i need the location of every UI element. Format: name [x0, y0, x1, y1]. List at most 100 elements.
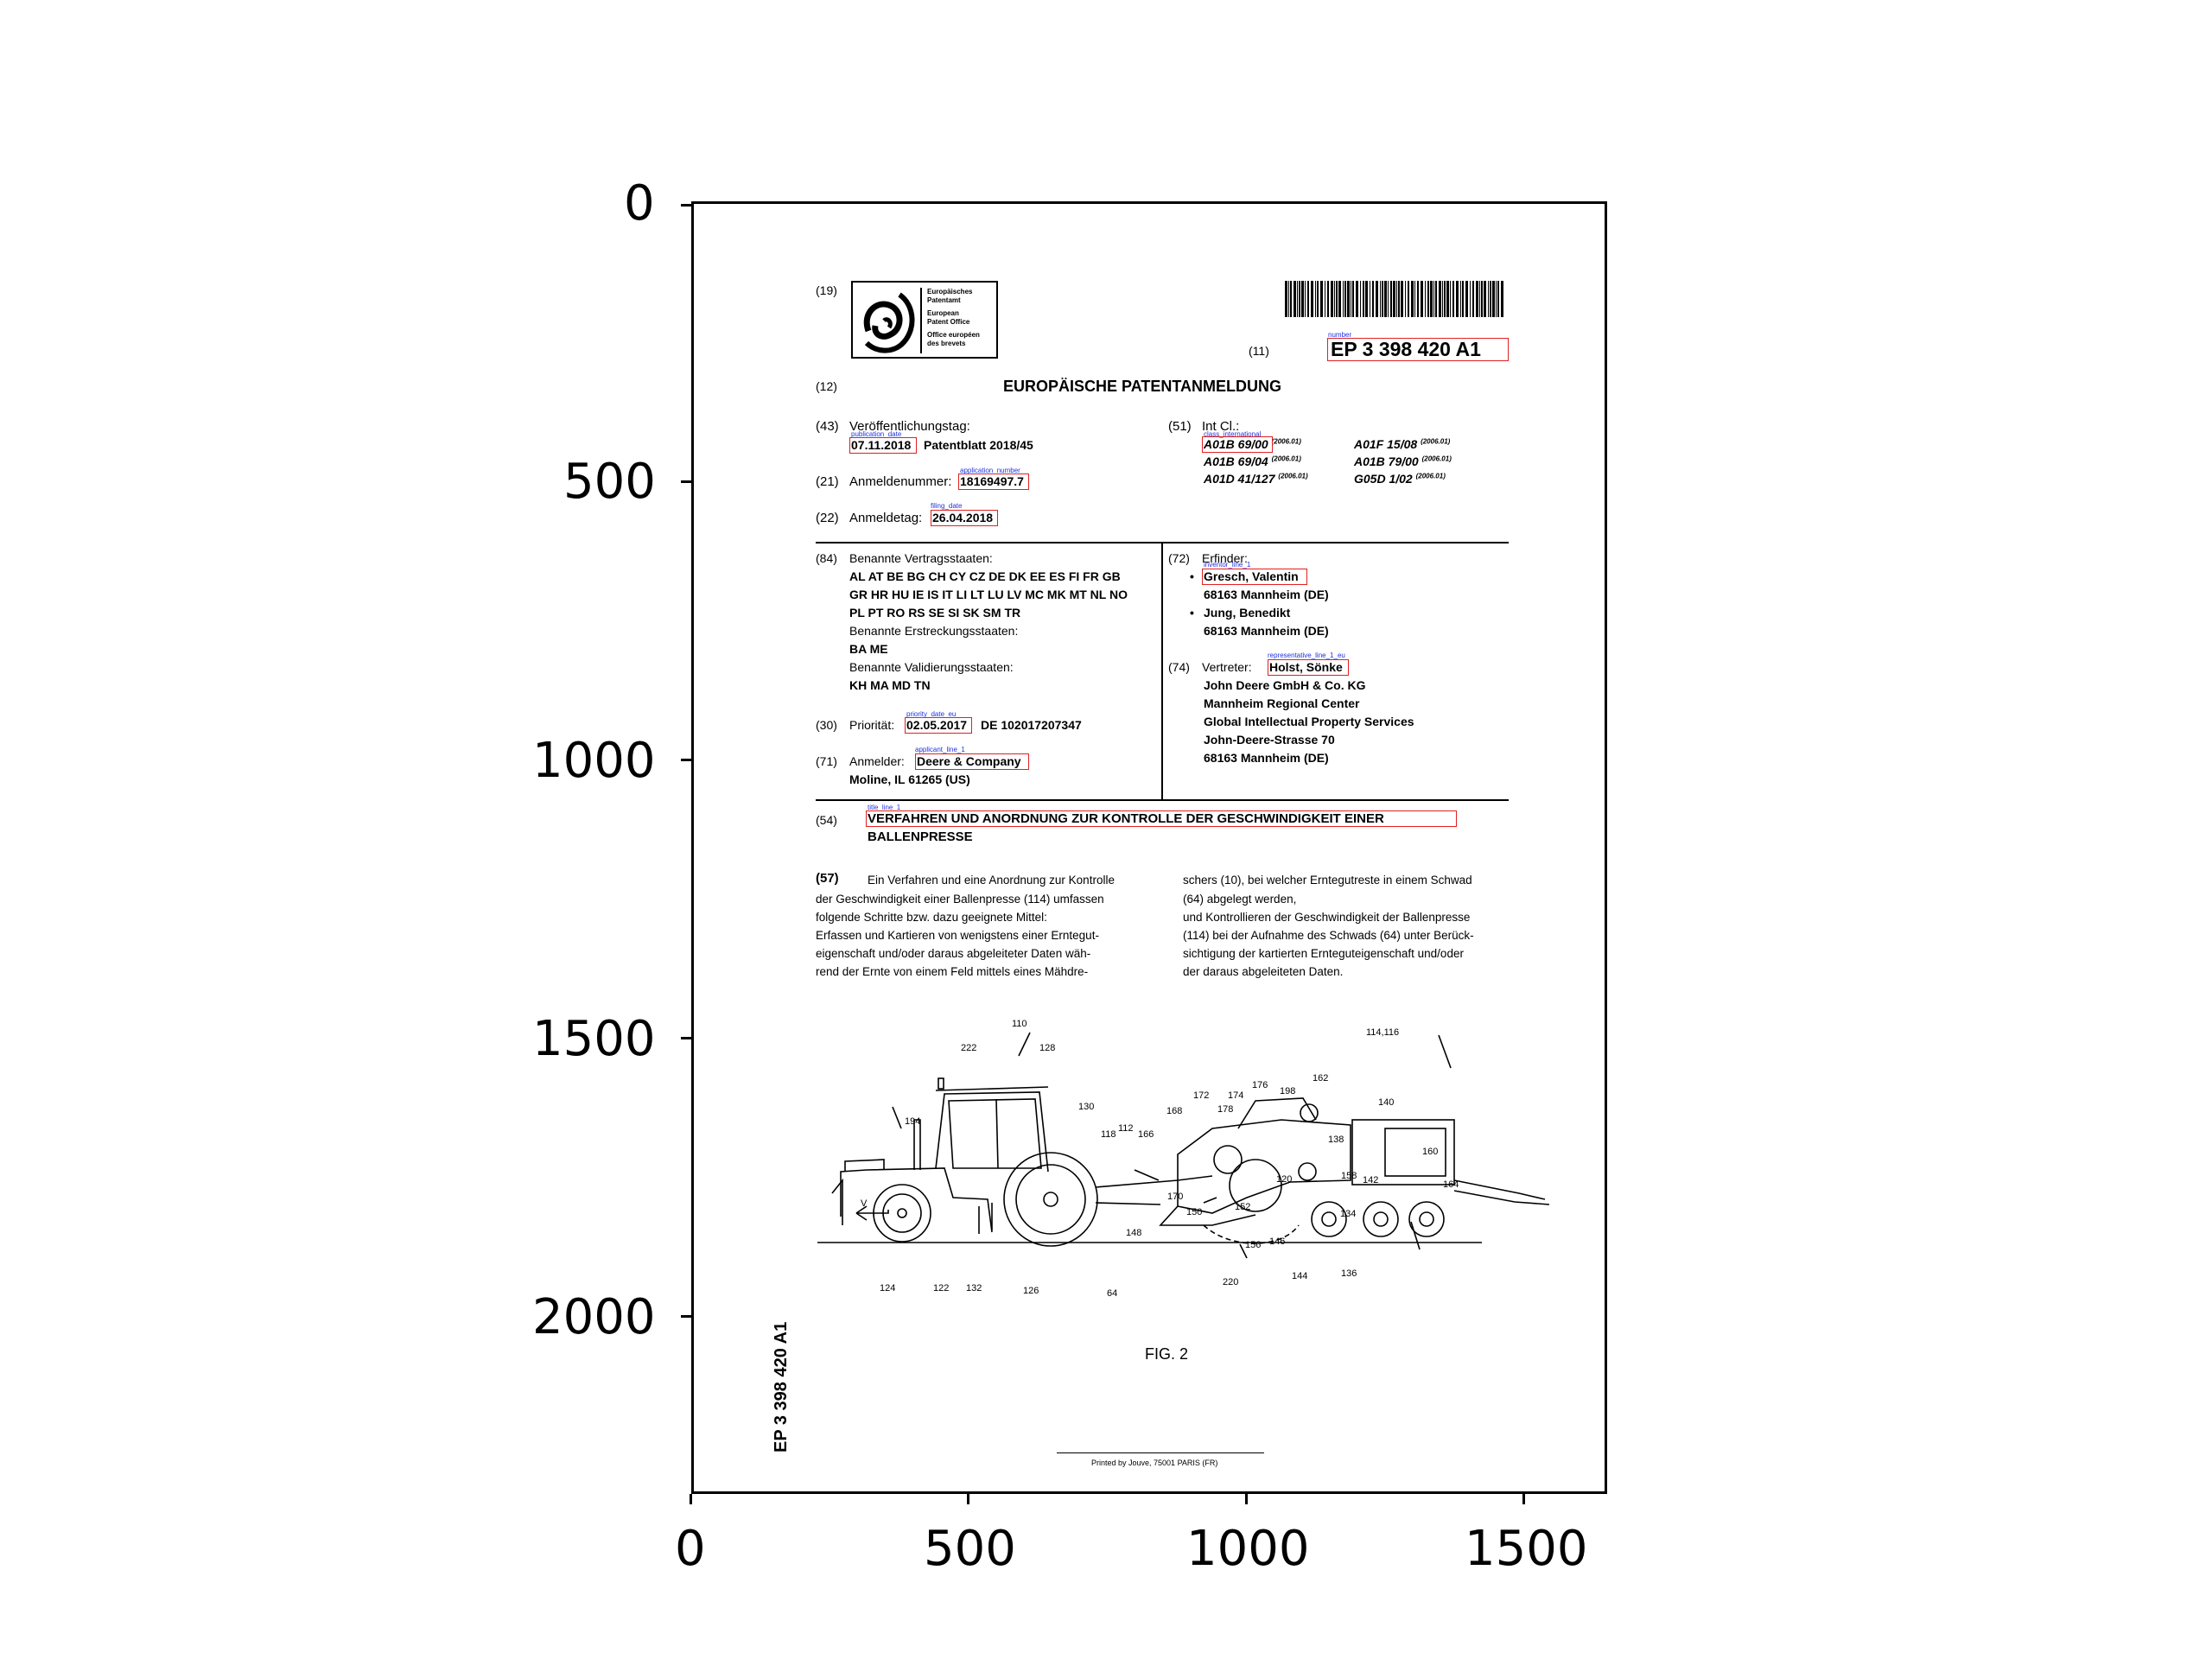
extension-states: BA ME: [849, 643, 888, 655]
representative-box: [1268, 659, 1349, 676]
barcode-bar: [1365, 281, 1368, 317]
barcode-bar: [1294, 281, 1296, 317]
barcode-bar: [1396, 281, 1397, 317]
int-class-code: A01B 79/00 (2006.01): [1354, 455, 1452, 467]
reference-numeral: 148: [1126, 1229, 1141, 1238]
reference-numeral: 142: [1363, 1176, 1378, 1185]
barcode-bar: [1481, 281, 1483, 317]
reference-numeral: 220: [1223, 1278, 1238, 1287]
epo-logo-text: des brevets: [927, 340, 965, 347]
applicant-label: Anmelder:: [849, 755, 905, 767]
reference-numeral: 162: [1313, 1074, 1328, 1084]
reference-numeral: 112: [1118, 1124, 1134, 1134]
representative-line: Mannheim Regional Center: [1204, 697, 1359, 709]
barcode-bar: [1320, 281, 1323, 317]
designated-states-label: Benannte Vertragsstaaten:: [849, 552, 993, 564]
representative-line: 68163 Mannheim (DE): [1204, 752, 1329, 764]
barcode-bar: [1472, 281, 1474, 317]
publication-date-box: [849, 437, 917, 454]
figure-caption: FIG. 2: [1145, 1346, 1188, 1362]
inventor-box: [1202, 569, 1307, 585]
barcode-bar: [1411, 281, 1414, 317]
reference-numeral: 178: [1217, 1105, 1233, 1115]
reference-numeral: 156: [1245, 1241, 1261, 1250]
barcode-bar: [1384, 281, 1387, 317]
barcode-bar: [1462, 281, 1464, 317]
barcode-bar: [1336, 281, 1338, 317]
y-tick-label: 2000: [532, 1289, 656, 1345]
representative-tag: representative_line_1_eu: [1268, 652, 1345, 659]
y-tick-label: 1500: [532, 1011, 656, 1067]
publication-bulletin: Patentblatt 2018/45: [924, 439, 1033, 451]
abstract-line: (114) bei der Aufnahme des Schwads (64) …: [1183, 927, 1474, 944]
reference-numeral: 134: [1340, 1210, 1356, 1219]
barcode-bar: [1488, 281, 1489, 317]
barcode-bar: [1492, 281, 1495, 317]
reference-numeral: 120: [1276, 1175, 1292, 1185]
y-tick-mark: [681, 1315, 691, 1318]
abstract-line: folgende Schritte bzw. dazu geeignete Mi…: [816, 909, 1047, 925]
patent-document-page: (19) Europäisches Patentamt European Pat…: [694, 204, 1610, 1497]
invention-title-continued: BALLENPRESSE: [868, 830, 973, 843]
int-class-code: G05D 1/02 (2006.01): [1354, 473, 1446, 485]
epo-logo-text: Office européen: [927, 332, 980, 339]
barcode-bar: [1414, 281, 1415, 317]
barcode-bar: [1343, 281, 1344, 317]
abstract-line: schers (10), bei welcher Erntegutreste i…: [1183, 872, 1472, 888]
barcode-bar: [1311, 281, 1313, 317]
applicant-box: [915, 753, 1029, 770]
y-tick-mark: [681, 759, 691, 761]
epo-logo-text: Europäisches: [927, 289, 972, 296]
applicant-address: Moline, IL 61265 (US): [849, 773, 970, 785]
reference-numeral: 144: [1292, 1272, 1307, 1281]
inid-84: (84): [816, 552, 837, 564]
barcode-bar: [1285, 281, 1287, 317]
barcode-bar: [1338, 281, 1341, 317]
reference-numeral: 172: [1193, 1091, 1209, 1101]
int-class-code: A01F 15/08 (2006.01): [1354, 438, 1450, 450]
abstract-line: und Kontrollieren der Geschwindigkeit de…: [1183, 909, 1470, 925]
reference-numeral: 158: [1341, 1172, 1357, 1181]
barcode-bar: [1417, 281, 1419, 317]
inid-43: (43): [816, 420, 839, 433]
inid-72: (72): [1168, 552, 1190, 564]
barcode-bar: [1382, 281, 1383, 317]
int-class-code: A01B 69/04 (2006.01): [1204, 455, 1301, 467]
barcode-bar: [1427, 281, 1429, 317]
inid-51: (51): [1168, 420, 1192, 433]
barcode-bar: [1398, 281, 1400, 317]
reference-numeral: 152: [1235, 1203, 1250, 1212]
abstract-line: (64) abgelegt werden,: [1183, 891, 1296, 907]
representative-label: Vertreter:: [1202, 661, 1252, 673]
reference-numeral: 166: [1138, 1130, 1154, 1140]
representative-line: John Deere GmbH & Co. KG: [1204, 679, 1365, 691]
barcode-bar: [1388, 281, 1389, 317]
applicant-tag: applicant_line_1: [915, 747, 965, 753]
barcode-bar: [1356, 281, 1358, 317]
document-frame: (19) Europäisches Patentamt European Pat…: [691, 201, 1607, 1494]
barcode-bar: [1442, 281, 1443, 317]
inid-74: (74): [1168, 661, 1190, 673]
epo-logo-text: Patent Office: [927, 319, 969, 326]
barcode-bar: [1299, 281, 1300, 317]
barcode-bar: [1315, 281, 1316, 317]
barcode-bar: [1421, 281, 1423, 317]
reference-numeral: 222: [961, 1044, 976, 1053]
inid-11: (11): [1249, 345, 1269, 357]
validation-states-label: Benannte Validierungsstaaten:: [849, 661, 1014, 673]
abstract-line: sichtigung der kartierten Ernteguteigens…: [1183, 945, 1464, 962]
barcode-bar: [1376, 281, 1378, 317]
reference-numeral: 118: [1101, 1130, 1116, 1140]
printer-note: Printed by Jouve, 75001 PARIS (FR): [1091, 1459, 1217, 1467]
barcode-bar: [1435, 281, 1437, 317]
barcode-bar: [1372, 281, 1374, 317]
x-tick-label: 1500: [1465, 1521, 1588, 1577]
epo-logo-text: European: [927, 310, 959, 317]
barcode-bar: [1446, 281, 1449, 317]
x-tick-label: 500: [924, 1521, 1016, 1577]
epo-logo: Europäisches Patentamt European Patent O…: [851, 281, 998, 359]
barcode-bar: [1305, 281, 1306, 317]
filing-date-box: [931, 510, 998, 526]
y-tick-mark: [681, 480, 691, 483]
bullet: •: [1190, 607, 1194, 619]
